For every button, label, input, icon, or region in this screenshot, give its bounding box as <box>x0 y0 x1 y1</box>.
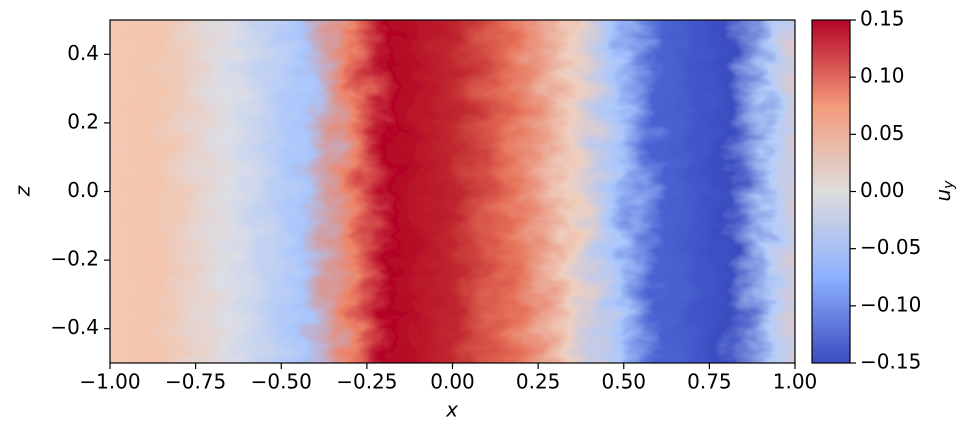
y-axis-label: z <box>11 185 35 197</box>
x-tick-label: −1.00 <box>79 370 140 394</box>
x-tick-label: 1.00 <box>773 370 818 394</box>
colorbar <box>811 19 851 364</box>
colorbar-tick-label: −0.05 <box>860 235 921 259</box>
x-tick-label: 0.75 <box>687 370 732 394</box>
y-tick-label: 0.4 <box>67 41 99 65</box>
x-tick-label: −0.50 <box>251 370 312 394</box>
field-image <box>110 20 795 363</box>
colorbar-tick-label: 0.05 <box>860 121 905 145</box>
colorbar-tick-label: 0.10 <box>860 64 905 88</box>
y-tick-label: 0.2 <box>67 109 99 133</box>
x-tick-label: 0.50 <box>601 370 646 394</box>
colorbar-tick-label: −0.15 <box>860 350 921 374</box>
x-tick-label: 0.25 <box>516 370 561 394</box>
x-axis-label: x <box>445 398 458 422</box>
colorbar-tick-label: −0.10 <box>860 292 921 316</box>
y-tick-label: −0.4 <box>50 315 99 339</box>
x-tick-label: −0.25 <box>336 370 397 394</box>
colorbar-label-subscript: y <box>941 180 957 190</box>
x-tick-label: 0.00 <box>430 370 475 394</box>
colorbar-label-main: u <box>931 189 955 202</box>
y-tick-label: 0.0 <box>67 178 99 202</box>
colorbar-tick-label: 0.15 <box>860 7 905 31</box>
x-tick-label: −0.75 <box>165 370 226 394</box>
colorbar-label: uy <box>931 180 958 202</box>
colorbar-tick-label: 0.00 <box>860 178 905 202</box>
y-tick-label: −0.2 <box>50 247 99 271</box>
